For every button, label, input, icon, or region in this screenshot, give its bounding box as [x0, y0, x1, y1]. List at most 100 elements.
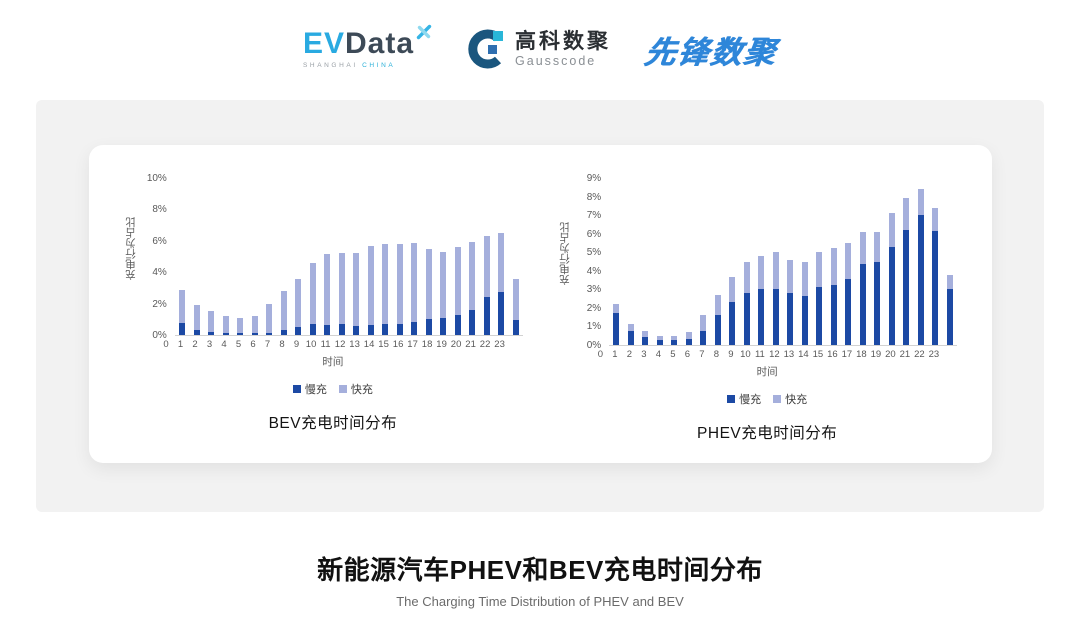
bar-segment	[685, 332, 692, 340]
bar-segment	[627, 323, 634, 332]
bar-segment	[801, 261, 808, 296]
bar-segment	[425, 248, 432, 320]
bar-segment	[932, 230, 939, 345]
bar-segment	[888, 213, 895, 247]
bar-segment	[382, 243, 389, 325]
bar-segment	[714, 294, 721, 316]
slow-legend-marker	[292, 385, 301, 393]
x-tick-label: 7	[264, 339, 271, 350]
bar-segment	[411, 322, 418, 335]
bar-segment	[338, 324, 345, 335]
bar-segment	[396, 243, 403, 325]
bar-segment	[411, 243, 418, 323]
x-tick-label: 7	[699, 349, 705, 360]
x-tick-label: 13	[349, 339, 360, 350]
bar-segment	[179, 323, 186, 335]
x-tick-label: 18	[856, 349, 867, 360]
bar-segment	[917, 215, 924, 345]
bar-segment	[903, 229, 910, 345]
bev-plot-area	[174, 179, 523, 336]
x-tick-label: 10	[740, 349, 751, 360]
bar-hour-16	[407, 243, 422, 335]
bar-segment	[396, 324, 403, 335]
bar-hour-1	[189, 305, 204, 335]
bar-segment	[222, 333, 229, 335]
phev-y-ticks: 0% 1% 2% 3% 4% 5% 6% 7% 8% 9%	[573, 173, 609, 351]
y-tick-label: 8%	[152, 204, 167, 216]
x-tick-label: 11	[754, 349, 765, 360]
bar-segment	[266, 332, 273, 335]
bar-segment	[787, 259, 794, 294]
bar-segment	[309, 262, 316, 325]
y-tick-label: 3%	[586, 284, 602, 296]
fast-legend-label: 快充	[785, 394, 808, 406]
x-tick-label: 14	[363, 339, 375, 350]
bar-hour-15	[827, 247, 842, 345]
bar-hour-11	[334, 252, 349, 335]
bar-segment	[946, 274, 953, 290]
legend-item-slow: 慢充	[292, 381, 327, 397]
bar-hour-4	[667, 335, 682, 345]
gausscode-cn-text: 高科数聚	[515, 29, 612, 53]
bar-hour-19	[450, 247, 465, 335]
x-tick-label: 4	[221, 339, 227, 350]
bar-segment	[280, 329, 287, 335]
bev-legend: 慢充 快充	[143, 381, 523, 397]
x-tick-label: 3	[206, 339, 213, 350]
x-tick-label: 4	[655, 349, 662, 360]
bar-segment	[193, 329, 200, 335]
x-tick-label: 6	[250, 339, 256, 350]
bar-segment	[932, 207, 939, 231]
bar-segment	[324, 254, 331, 325]
x-tick-label: 13	[783, 349, 795, 360]
bev-x-ticks: 0 1 2 3 4 5 6 7 8 9 10 11 12 13 14 15 16 17 18 19 20 21 22 23	[159, 339, 507, 350]
bar-hour-0	[175, 290, 190, 335]
phev-chart: 充电行为占比 0% 1% 2% 3% 4% 5% 6% 7% 8% 9% 0 1 2 3 4 5 6 7 8 9 10…	[557, 173, 958, 443]
bar-hour-0	[609, 304, 624, 345]
x-tick-label: 21	[465, 339, 476, 350]
evdata-x-icon	[416, 24, 432, 40]
bar-segment	[903, 197, 910, 230]
x-tick-label: 19	[436, 339, 447, 350]
x-tick-label: 21	[899, 349, 911, 360]
bar-hour-11	[769, 252, 784, 345]
slow-legend-label: 慢充	[304, 384, 327, 396]
bar-hour-9	[740, 261, 755, 345]
bar-segment	[816, 287, 823, 345]
bar-segment	[382, 324, 389, 335]
phev-chart-title: PHEV充电时间分布	[697, 425, 838, 442]
bar-segment	[251, 333, 258, 335]
bar-hour-18	[870, 231, 885, 345]
x-tick-label: 3	[641, 349, 647, 360]
y-tick-label: 2%	[586, 302, 602, 314]
y-tick-label: 9%	[586, 173, 602, 184]
bar-hour-18	[436, 251, 451, 335]
bar-segment	[613, 312, 620, 345]
bar-segment	[425, 319, 432, 335]
slow-legend-label: 慢充	[739, 394, 762, 406]
x-tick-label: 0	[597, 349, 604, 360]
bar-hour-4	[233, 317, 248, 335]
bar-hour-19	[885, 213, 900, 345]
bar-hour-6	[262, 303, 277, 335]
bar-segment	[512, 320, 519, 335]
x-tick-label: 10	[305, 339, 317, 350]
page-subtitle: The Charging Time Distribution of PHEV a…	[396, 594, 684, 609]
fast-legend-marker	[773, 395, 782, 403]
x-tick-label: 22	[914, 349, 925, 360]
bar-hour-7	[711, 294, 726, 345]
bar-segment	[917, 189, 924, 216]
phev-x-ticks: 0 1 2 3 4 5 6 7 8 9 10 11 12 13 14 15 16 17 18 19 20 21 22 23	[593, 349, 941, 360]
x-tick-label: 1	[177, 339, 184, 350]
bar-segment	[758, 289, 765, 345]
y-tick-label: 2%	[152, 298, 167, 310]
bar-segment	[830, 284, 837, 345]
x-tick-label: 23	[928, 349, 940, 360]
bar-hour-22	[928, 207, 943, 345]
y-tick-label: 6%	[152, 235, 167, 247]
bev-x-axis-title: 时间	[322, 356, 344, 368]
x-tick-label: 2	[626, 349, 633, 360]
xianfeng-logo: 先锋数聚	[642, 34, 780, 70]
x-tick-label: 9	[293, 339, 300, 350]
gausscode-en-text: Gausscode	[515, 54, 597, 69]
